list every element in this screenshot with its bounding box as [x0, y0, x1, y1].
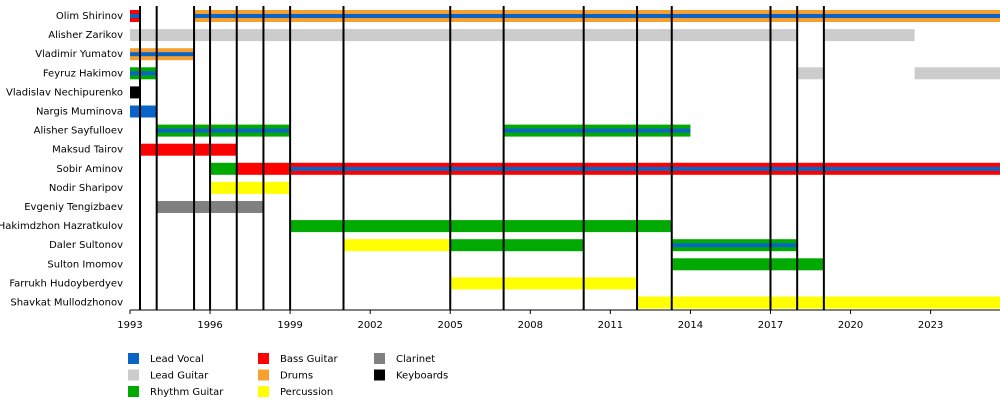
period-stripe [503, 128, 691, 133]
member-name: Nodir Sharipov [49, 183, 123, 194]
period-stripe [130, 71, 157, 76]
x-tick-label: 2023 [918, 320, 943, 331]
period-bar [450, 277, 638, 290]
member-name: Olim Shirinov [56, 11, 123, 22]
member-name: Nargis Muminova [36, 107, 123, 118]
legend-swatch [258, 386, 269, 397]
x-tick-label: 2008 [518, 320, 543, 331]
member-name: Sobir Aminov [56, 164, 123, 175]
legend-swatch [258, 353, 269, 364]
legend-label: Clarinet [396, 354, 435, 365]
member-name: Feyruz Hakimov [43, 68, 123, 79]
period-bar [130, 29, 798, 42]
legend-label: Keyboards [396, 371, 448, 382]
member-name: Vladimir Yumatov [35, 49, 123, 60]
legend-label: Drums [280, 371, 313, 382]
period-bar [637, 296, 1000, 309]
member-name: Alisher Zarikov [48, 30, 123, 41]
period-bar [210, 181, 291, 194]
x-tick-label: 2014 [678, 320, 703, 331]
period-bar [210, 162, 237, 175]
legend-swatch [374, 353, 385, 364]
period-bar [130, 105, 157, 118]
legend-label: Bass Guitar [280, 354, 339, 365]
period-bar [140, 143, 237, 156]
x-tick-label: 2020 [838, 320, 863, 331]
x-tick-label: 2005 [438, 320, 463, 331]
member-name: Shavkat Mullodzhonov [10, 298, 123, 309]
legend-swatch [258, 369, 269, 381]
legend-label: Rhythm Guitar [150, 387, 224, 398]
period-stripe [194, 14, 1000, 18]
legend-label: Percussion [280, 387, 333, 398]
period-bar [797, 67, 824, 80]
period-bar [671, 258, 824, 271]
period-bar [450, 239, 584, 252]
member-name: Sulton Imomov [47, 259, 123, 270]
period-bar [290, 220, 672, 233]
period-bar [343, 239, 451, 252]
member-name: Alisher Sayfulloev [34, 126, 123, 137]
member-name: Farrukh Hudoyberdyev [9, 278, 123, 289]
x-tick-label: 1993 [117, 320, 142, 331]
legend-swatch [374, 369, 385, 381]
legend-swatch [128, 386, 139, 397]
x-tick-label: 2002 [357, 320, 382, 331]
member-name: Daler Sultonov [49, 240, 123, 251]
member-name: Maksud Tairov [52, 145, 123, 156]
period-stripe [130, 52, 195, 57]
x-tick-label: 2011 [598, 320, 623, 331]
x-tick-label: 1999 [277, 320, 302, 331]
legend-swatch [128, 353, 139, 364]
period-stripe [671, 243, 798, 248]
period-stripe [290, 166, 1000, 171]
period-stripe [130, 14, 141, 18]
member-name: Hakimdzhon Hazratkulov [0, 221, 123, 232]
legend-label: Lead Guitar [150, 371, 209, 382]
legend-swatch [128, 369, 139, 381]
member-name: Evgeniy Tengizbaev [24, 202, 123, 213]
period-stripe [156, 128, 291, 133]
x-tick-label: 1996 [197, 320, 222, 331]
legend-label: Lead Vocal [150, 354, 204, 365]
period-bar [914, 67, 1000, 80]
member-name: Vladislav Nechipurenko [6, 87, 123, 98]
period-bar [823, 29, 915, 42]
period-bar [130, 86, 141, 99]
x-tick-label: 2017 [758, 320, 783, 331]
